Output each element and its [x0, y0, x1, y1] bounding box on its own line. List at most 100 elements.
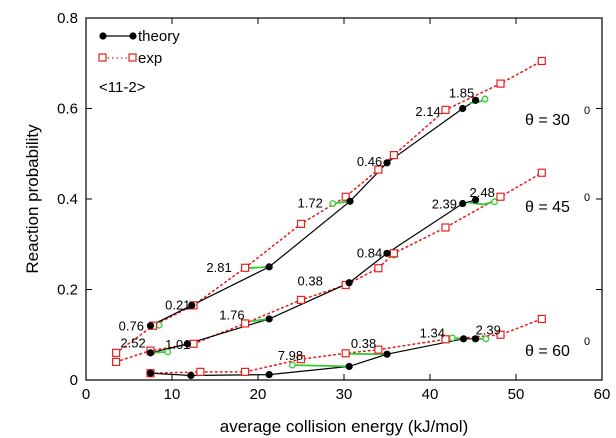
value-annotation: 2.48	[470, 185, 495, 200]
legend-exp-marker	[128, 53, 137, 62]
annotations: 1.85 2.14 0.46 1.72 2.81 0.21 0.76 2.48 2.39 0.84…	[119, 86, 501, 363]
exp-point	[241, 367, 250, 376]
exp-point	[537, 56, 546, 66]
value-annotation: 1.34	[420, 325, 445, 340]
y-tick-label: 0.2	[57, 282, 78, 299]
shift-marker	[481, 95, 489, 103]
exp-point	[341, 349, 350, 358]
legend-exp-label: exp	[138, 50, 162, 67]
exp-point	[341, 192, 350, 201]
y-axis-title: Reaction probability	[23, 124, 42, 274]
exp-line	[115, 60, 543, 354]
theta-30-label: θ = 30 0	[525, 105, 590, 129]
exp-point	[111, 348, 121, 357]
legend: theory exp	[98, 28, 180, 67]
exp-point	[537, 168, 546, 177]
value-annotation: 2.39	[476, 322, 501, 337]
data-layer	[111, 56, 546, 380]
x-tick-label: 60	[594, 386, 611, 403]
surface-label: <11-2>	[99, 79, 146, 96]
exp-point	[537, 314, 546, 324]
exp-point	[389, 151, 398, 160]
y-tick-label: 0.6	[57, 101, 78, 118]
value-annotation: 0.38	[298, 273, 323, 288]
x-tick-label: 0	[82, 386, 90, 403]
theory-point	[188, 301, 196, 309]
axis-ticks: 0 10 20 30 40 50 60 0 0.2 0.4 0.6 0.8	[57, 10, 610, 403]
exp-point	[496, 192, 505, 201]
legend-theory-marker	[129, 32, 137, 40]
x-tick-label: 10	[164, 386, 181, 403]
theta-45-label: θ = 45 0	[525, 192, 590, 216]
value-annotation: 1.72	[298, 196, 323, 211]
theory-point	[265, 315, 273, 323]
theory-point	[265, 370, 273, 379]
exp-point	[496, 330, 505, 339]
shift-marker	[164, 348, 172, 356]
shift-marker	[448, 334, 456, 342]
theory-point	[383, 159, 391, 167]
exp-point	[296, 295, 306, 305]
theory-point	[146, 349, 155, 357]
x-tick-label: 40	[422, 386, 439, 403]
value-annotation: 2.14	[415, 104, 440, 119]
shift-marker	[491, 198, 498, 206]
y-tick-label: 0.8	[57, 10, 78, 27]
theory-point	[345, 362, 353, 371]
value-annotation: 2.52	[120, 335, 145, 350]
shift-segment	[292, 364, 350, 368]
x-axis-title: average collision energy (kJ/mol)	[220, 417, 469, 436]
theory-point	[265, 263, 273, 271]
value-annotation: 2.81	[206, 260, 231, 275]
exp-point	[441, 105, 450, 114]
theory-point	[471, 335, 480, 343]
exp-point	[374, 264, 383, 273]
value-annotation: 0.84	[357, 245, 382, 260]
value-annotation: 1.76	[219, 307, 244, 322]
theory-point	[471, 196, 480, 204]
theta-45-text: θ = 45	[525, 199, 570, 216]
exp-point	[241, 319, 250, 328]
y-tick-label: 0.4	[57, 191, 78, 208]
exp-point	[374, 165, 383, 174]
theta-30-text: θ = 30	[525, 112, 570, 129]
theta-30-sup: 0	[584, 105, 590, 117]
value-annotation: 1.01	[165, 337, 190, 352]
value-annotation: 0.46	[357, 154, 382, 169]
exp-point	[374, 345, 383, 354]
x-tick-label: 30	[336, 386, 353, 403]
theory-point	[383, 350, 391, 358]
x-tick-label: 50	[508, 386, 525, 403]
theory-line	[150, 99, 476, 327]
theory-point	[471, 96, 480, 104]
shift-segment	[468, 200, 495, 206]
exp-point	[496, 79, 505, 88]
exp-point	[389, 249, 398, 258]
theory-point	[459, 335, 468, 343]
theta-60-sup: 0	[584, 336, 590, 348]
exp-point	[441, 223, 450, 232]
theory-point	[146, 369, 155, 377]
theory-point	[459, 104, 467, 113]
shift-marker	[288, 361, 296, 369]
value-annotation: 0.21	[165, 297, 190, 312]
theta-60-text: θ = 60	[525, 343, 570, 360]
value-annotation: 1.85	[449, 86, 474, 101]
legend-exp-marker	[98, 53, 107, 62]
exp-point	[296, 355, 306, 364]
value-annotation: 0.76	[119, 319, 144, 334]
exp-point	[196, 367, 205, 376]
theta-60-label: θ = 60 0	[525, 336, 590, 360]
exp-point	[296, 219, 306, 228]
theory-point	[345, 279, 353, 287]
theory-point	[459, 199, 467, 208]
shift-marker	[329, 200, 337, 207]
exp-point	[241, 263, 250, 272]
shift-marker	[482, 335, 490, 343]
value-annotation: 7.98	[278, 348, 303, 363]
theory-point	[183, 340, 192, 348]
theory-point	[187, 371, 195, 380]
legend-theory-marker	[99, 32, 107, 40]
value-annotation: 0.38	[351, 336, 376, 351]
